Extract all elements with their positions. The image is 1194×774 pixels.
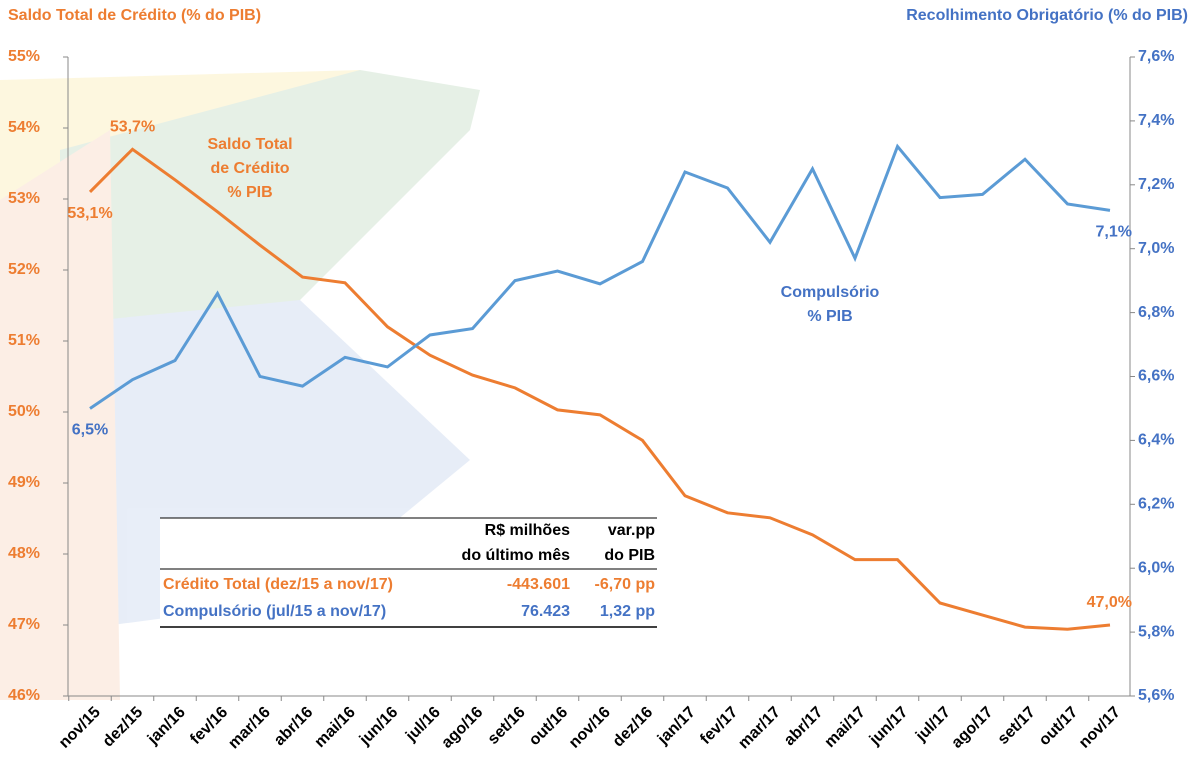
x-tick-label: jan/16 <box>144 704 189 749</box>
table-cell: -6,70 pp <box>595 576 656 593</box>
x-tick-label: fev/16 <box>187 704 231 748</box>
y-tick-label: 46% <box>8 687 40 704</box>
table-cell: Crédito Total (dez/15 a nov/17) <box>163 576 393 593</box>
annotation: de Crédito <box>210 160 289 177</box>
table-cell: 1,32 pp <box>600 603 655 620</box>
x-tick-label: mar/16 <box>225 704 274 753</box>
y-tick-label: 54% <box>8 119 40 136</box>
x-tick-label: set/16 <box>485 704 529 748</box>
y2-tick-label: 7,2% <box>1138 176 1174 193</box>
x-tick-label: nov/15 <box>56 704 104 752</box>
data-label: 53,1% <box>67 205 112 222</box>
x-tick-label: mar/17 <box>735 704 784 753</box>
x-tick-label: jun/17 <box>866 704 912 750</box>
y-tick-label: 52% <box>8 261 40 278</box>
table-cell: Compulsório (jul/15 a nov/17) <box>163 603 386 620</box>
annotation: % PIB <box>227 184 272 201</box>
y2-tick-label: 5,6% <box>1138 687 1174 704</box>
table-header: var.pp <box>608 522 655 539</box>
y2-tick-label: 6,6% <box>1138 368 1174 385</box>
x-tick-label: ago/17 <box>948 704 996 752</box>
x-tick-label: out/16 <box>526 704 571 749</box>
x-tick-label: abr/17 <box>781 704 826 749</box>
table-cell: -443.601 <box>507 576 570 593</box>
y2-tick-label: 6,2% <box>1138 496 1174 513</box>
data-label: 6,5% <box>72 422 108 439</box>
x-tick-label: nov/16 <box>566 704 614 752</box>
x-tick-label: out/17 <box>1036 704 1081 749</box>
data-label: 53,7% <box>110 119 155 136</box>
table-header: R$ milhões <box>485 522 570 539</box>
table-bg <box>160 518 657 628</box>
x-tick-label: mai/17 <box>822 704 869 751</box>
x-tick-label: jun/16 <box>356 704 402 750</box>
y2-tick-label: 7,0% <box>1138 240 1174 257</box>
series-line <box>89 143 1111 410</box>
x-tick-label: abr/16 <box>271 704 316 749</box>
x-tick-label: nov/17 <box>1076 704 1124 752</box>
data-label: 47,0% <box>1087 594 1132 611</box>
y2-tick-label: 7,4% <box>1138 112 1174 129</box>
table-header: do PIB <box>604 547 655 564</box>
data-label: 7,1% <box>1096 224 1132 241</box>
x-tick-label: dez/16 <box>610 704 657 751</box>
y-tick-label: 48% <box>8 545 40 562</box>
y-tick-label: 53% <box>8 190 40 207</box>
y2-tick-label: 6,0% <box>1138 559 1174 576</box>
x-tick-label: mai/16 <box>312 704 359 751</box>
table-cell: 76.423 <box>521 603 570 620</box>
y-tick-label: 47% <box>8 616 40 633</box>
y-axis-title: Saldo Total de Crédito (% do PIB) <box>8 7 261 24</box>
y-tick-label: 51% <box>8 332 40 349</box>
x-tick-label: set/17 <box>995 704 1039 748</box>
y2-tick-label: 6,8% <box>1138 304 1174 321</box>
y-tick-label: 50% <box>8 403 40 420</box>
x-tick-label: ago/16 <box>438 704 486 752</box>
y-tick-label: 49% <box>8 474 40 491</box>
table-header: do último mês <box>462 547 571 564</box>
y2-axis-title: Recolhimento Obrigatório (% do PIB) <box>906 7 1188 24</box>
y2-tick-label: 5,8% <box>1138 623 1174 640</box>
annotation: Saldo Total <box>207 136 292 153</box>
series-line <box>88 147 1111 631</box>
x-tick-label: jan/17 <box>654 704 699 749</box>
annotation: % PIB <box>807 308 852 325</box>
y2-tick-label: 6,4% <box>1138 432 1174 449</box>
x-tick-label: dez/15 <box>100 704 147 751</box>
x-tick-label: fev/17 <box>697 704 741 748</box>
annotation: Compulsório <box>781 284 880 301</box>
y-tick-label: 55% <box>8 48 40 65</box>
y2-tick-label: 7,6% <box>1138 48 1174 65</box>
